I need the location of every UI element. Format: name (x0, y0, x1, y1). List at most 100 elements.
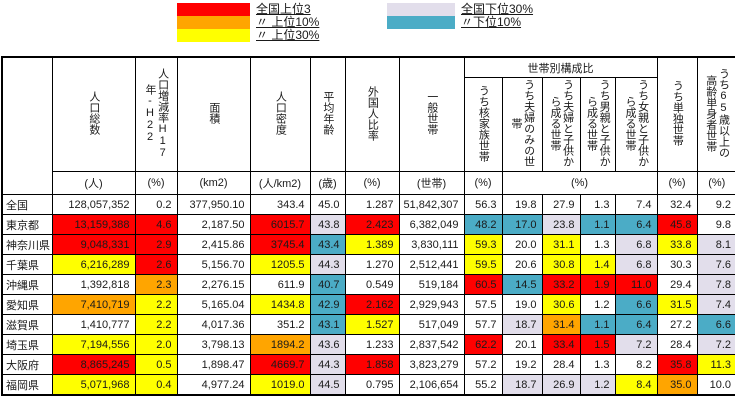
legend-item-top30: 〃 上位30% (177, 29, 319, 42)
prefecture-name: 福岡県 (1, 374, 53, 396)
table-cell: 27.2 (656, 314, 698, 335)
table-cell: 2,415.86 (176, 234, 251, 255)
table-cell: 28.4 (656, 334, 698, 355)
table-cell: 62.2 (463, 334, 503, 355)
table-row: 滋賀県 1,410,777 2.2 4,017.36 351.2 43.1 1.527 517… (1, 314, 735, 335)
table-row: 大阪府 8,865,245 0.5 1,898.47 4669.7 44.3 1.858 3,… (1, 354, 735, 375)
table-cell: 1.2 (579, 374, 616, 396)
prefecture-name: 埼玉県 (1, 334, 53, 355)
table-body: 全国 128,057,352 0.2 377,950.10 343.4 45.0 1.287… (1, 194, 735, 396)
table-row: 埼玉県 7,194,556 2.0 3,798.13 1894.2 43.6 1.233 2,… (1, 334, 735, 355)
table-cell: 11.3 (696, 354, 735, 375)
legend-label-bottom10: 〃下位10% (461, 15, 522, 29)
table-cell: 20.1 (501, 334, 543, 355)
table-cell: 2,187.50 (176, 214, 251, 235)
table-cell: 1,898.47 (176, 354, 251, 375)
table-cell: 9.2 (696, 194, 735, 215)
col-header-nuclear-family: うち核家族世帯 (463, 77, 503, 172)
legend-label-top3: 全国上位3 (256, 2, 311, 16)
table-cell: 17.0 (501, 214, 543, 235)
table-cell: 31.5 (656, 294, 698, 315)
table-cell: 7,410,719 (51, 294, 136, 315)
unit-general-households: (世帯) (398, 171, 465, 195)
table-cell: 6.8 (614, 254, 658, 275)
table-cell: 31.4 (541, 314, 581, 335)
unit-household-subcolumns: (%) (501, 171, 658, 195)
unit-avg-age: (歳) (309, 171, 346, 195)
prefecture-name: 千葉県 (1, 254, 53, 275)
table-cell: 1.527 (344, 314, 400, 335)
table-cell: 55.2 (463, 374, 503, 396)
table-cell: 2,106,654 (398, 374, 465, 396)
table-cell: 9,048,331 (51, 234, 136, 255)
table-cell: 30.3 (656, 254, 698, 275)
table-cell: 43.6 (309, 334, 346, 355)
table-cell: 14.5 (501, 274, 543, 295)
legend-item-top3: 全国上位3 (177, 3, 319, 16)
table-cell: 1.3 (579, 234, 616, 255)
table-cell: 23.8 (541, 214, 581, 235)
table-cell: 43.8 (309, 214, 346, 235)
col-header-avg-age: 平均年齢 (309, 56, 346, 172)
legend-swatch-top3-icon (177, 3, 250, 16)
table-cell: 44.3 (309, 354, 346, 375)
legend-label-top10: 〃 上位10% (256, 15, 320, 29)
col-header-prefecture (1, 56, 53, 195)
table-cell: 8.2 (614, 354, 658, 375)
table-cell: 7.4 (614, 194, 658, 215)
legend-lower-ranks: 全国下位30% 〃下位10% (387, 3, 533, 29)
legend-swatch-top10-icon (177, 16, 250, 29)
table-cell: 57.7 (463, 314, 503, 335)
table-row: 福岡県 5,071,968 0.4 4,977.24 1019.0 44.5 0.795 2,… (1, 374, 735, 396)
legend-item-bottom30: 全国下位30% (387, 3, 533, 16)
table-cell: 517,049 (398, 314, 465, 335)
table-cell: 28.4 (541, 354, 581, 375)
table-cell: 2.423 (344, 214, 400, 235)
table-cell: 1434.8 (249, 294, 311, 315)
table-cell: 1.287 (344, 194, 400, 215)
table-cell: 60.5 (463, 274, 503, 295)
table-cell: 30.6 (541, 294, 581, 315)
table-cell: 8.1 (696, 234, 735, 255)
table-cell: 0.5 (134, 354, 178, 375)
table-cell: 3,823,279 (398, 354, 465, 375)
table-cell: 7.6 (696, 254, 735, 275)
legend-label-bottom30: 全国下位30% (461, 2, 534, 16)
table-cell: 2.2 (134, 294, 178, 315)
table-cell: 44.3 (309, 254, 346, 275)
table-cell: 6,216,289 (51, 254, 136, 275)
prefecture-name: 神奈川県 (1, 234, 53, 255)
table-cell: 9.8 (696, 214, 735, 235)
table-cell: 5,071,968 (51, 374, 136, 396)
table-cell: 6,382,049 (398, 214, 465, 235)
table-cell: 6.6 (614, 294, 658, 315)
table-cell: 19.0 (501, 294, 543, 315)
table-cell: 2.162 (344, 294, 400, 315)
unit-pop-change-rate: (%) (134, 171, 178, 195)
table-cell: 51,842,307 (398, 194, 465, 215)
table-cell: 19.8 (501, 194, 543, 215)
table-cell: 1.4 (579, 254, 616, 275)
table-cell: 2,929,943 (398, 294, 465, 315)
table-cell: 56.3 (463, 194, 503, 215)
table-cell: 8,865,245 (51, 354, 136, 375)
table-cell: 43.1 (309, 314, 346, 335)
table-cell: 45.0 (309, 194, 346, 215)
col-header-couple-only: うち夫婦のみの世帯 (501, 77, 543, 172)
table-cell: 1,410,777 (51, 314, 136, 335)
table-cell: 611.9 (249, 274, 311, 295)
table-cell: 1.5 (579, 334, 616, 355)
table-cell: 19.2 (501, 354, 543, 375)
col-header-couple-with-children: うち夫婦と子供から成る世帯 (541, 77, 581, 172)
table-cell: 1.1 (579, 314, 616, 335)
table-cell: 5,156.70 (176, 254, 251, 275)
col-header-father-with-children: うち男親と子供から成る世帯 (579, 77, 616, 172)
table-cell: 29.4 (656, 274, 698, 295)
table-cell: 32.4 (656, 194, 698, 215)
table-cell: 1.3 (579, 354, 616, 375)
prefecture-name: 愛知県 (1, 294, 53, 315)
table-cell: 1.233 (344, 334, 400, 355)
table-cell: 2.3 (134, 274, 178, 295)
table-cell: 0.795 (344, 374, 400, 396)
